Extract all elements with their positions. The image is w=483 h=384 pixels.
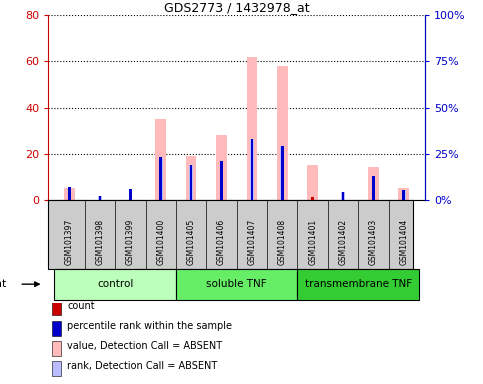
Bar: [129, 189, 131, 200]
Bar: [372, 176, 375, 200]
Text: GSM101402: GSM101402: [339, 219, 347, 265]
Text: transmembrane TNF: transmembrane TNF: [305, 279, 412, 289]
Bar: [190, 165, 192, 200]
Bar: [190, 197, 192, 200]
Bar: [99, 196, 101, 200]
Text: GSM101397: GSM101397: [65, 219, 74, 265]
Bar: [402, 197, 405, 200]
Text: count: count: [67, 301, 95, 311]
Text: percentile rank within the sample: percentile rank within the sample: [67, 321, 232, 331]
Bar: [186, 156, 197, 200]
Text: GSM101398: GSM101398: [96, 219, 104, 265]
Bar: [52, 361, 61, 376]
Bar: [176, 269, 298, 300]
Bar: [128, 189, 132, 200]
Bar: [371, 176, 375, 200]
Bar: [216, 135, 227, 200]
Bar: [52, 341, 61, 356]
Bar: [220, 197, 223, 200]
Bar: [220, 161, 223, 200]
Text: GSM101404: GSM101404: [399, 219, 408, 265]
Bar: [52, 321, 61, 336]
Bar: [251, 197, 253, 200]
Bar: [68, 187, 71, 200]
Bar: [159, 157, 162, 200]
Bar: [298, 269, 419, 300]
Bar: [98, 196, 102, 200]
Bar: [220, 161, 223, 200]
Bar: [52, 301, 61, 316]
Bar: [398, 188, 409, 200]
Bar: [246, 57, 257, 200]
Bar: [68, 187, 71, 200]
Text: GSM101408: GSM101408: [278, 219, 287, 265]
Text: agent: agent: [0, 279, 7, 289]
Text: soluble TNF: soluble TNF: [206, 279, 267, 289]
Bar: [159, 157, 163, 200]
Bar: [277, 66, 287, 200]
Bar: [69, 190, 71, 200]
Bar: [312, 197, 314, 200]
Bar: [281, 146, 284, 200]
Text: GSM101399: GSM101399: [126, 219, 135, 265]
Bar: [129, 195, 131, 200]
Text: GSM101406: GSM101406: [217, 219, 226, 265]
Bar: [342, 192, 344, 200]
Bar: [251, 139, 253, 200]
Bar: [281, 146, 284, 200]
Bar: [281, 197, 284, 200]
Text: control: control: [97, 279, 133, 289]
Text: value, Detection Call = ABSENT: value, Detection Call = ABSENT: [67, 341, 222, 351]
Bar: [99, 197, 101, 200]
Bar: [341, 192, 345, 200]
Bar: [402, 190, 406, 200]
Text: rank, Detection Call = ABSENT: rank, Detection Call = ABSENT: [67, 361, 217, 371]
Bar: [159, 197, 162, 200]
Bar: [189, 165, 193, 200]
Bar: [55, 269, 176, 300]
Bar: [372, 197, 375, 200]
Text: GSM101401: GSM101401: [308, 219, 317, 265]
Bar: [64, 188, 75, 200]
Bar: [250, 139, 254, 200]
Text: GSM101400: GSM101400: [156, 219, 165, 265]
Text: GSM101407: GSM101407: [247, 219, 256, 265]
Text: GSM101403: GSM101403: [369, 219, 378, 265]
Text: GSM101405: GSM101405: [186, 219, 196, 265]
Bar: [342, 197, 344, 200]
Bar: [156, 119, 166, 200]
Bar: [402, 190, 405, 200]
Bar: [307, 165, 318, 200]
Title: GDS2773 / 1432978_at: GDS2773 / 1432978_at: [164, 1, 310, 14]
Bar: [368, 167, 379, 200]
